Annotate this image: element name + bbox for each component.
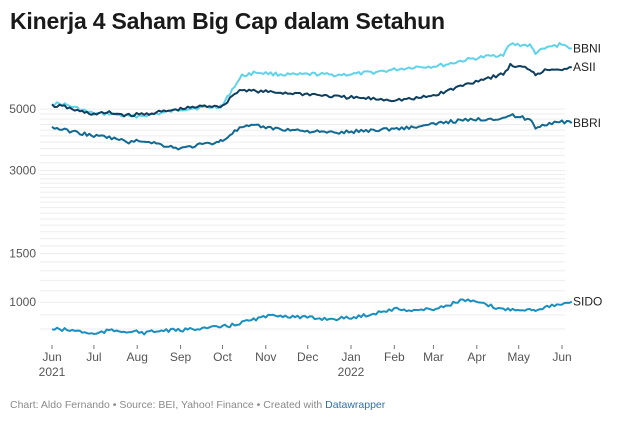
series-label-bbni: BBNI — [573, 41, 601, 55]
x-tick-year-label: 2021 — [39, 365, 66, 379]
x-tick-label: May — [507, 350, 530, 364]
grid-lines — [40, 108, 565, 330]
series-labels: BBNI ASII BBRI SIDO — [573, 41, 602, 308]
series-line-sido — [51, 298, 573, 336]
x-tick-label: Feb — [384, 350, 405, 364]
x-tick-year-label: 2022 — [338, 365, 365, 379]
series-label-asii: ASII — [573, 60, 596, 74]
chart-footer: Chart: Aldo Fernando • Source: BEI, Yaho… — [10, 399, 385, 411]
footer-credit: Chart: Aldo Fernando • Source: BEI, Yaho… — [10, 399, 326, 411]
x-tick-label: Jun — [42, 350, 61, 364]
datawrapper-link[interactable]: Datawrapper — [325, 399, 386, 411]
series-line-bbni — [51, 42, 572, 119]
x-tick-label: Apr — [467, 350, 486, 364]
x-tick-label: Oct — [213, 350, 232, 364]
series-line-bbri — [51, 113, 573, 151]
series-lines — [51, 42, 573, 336]
y-tick-label: 3000 — [9, 163, 36, 177]
y-tick-label: 5000 — [9, 102, 36, 116]
x-tick-label: Mar — [423, 350, 444, 364]
x-tick-label: Dec — [297, 350, 318, 364]
series-label-bbri: BBRI — [573, 116, 601, 130]
x-tick-label: Aug — [127, 350, 148, 364]
y-tick-label: 1500 — [9, 247, 36, 261]
x-tick-label: Jan — [341, 350, 360, 364]
x-tick-label: Sep — [170, 350, 192, 364]
y-tick-labels: 5000 3000 1500 1000 — [9, 102, 36, 309]
series-line-asii — [51, 62, 572, 118]
x-tick-label: Nov — [255, 350, 276, 364]
x-tick-label: Jul — [86, 350, 101, 364]
series-label-sido: SIDO — [573, 295, 602, 309]
x-tick-label: Jun — [552, 350, 571, 364]
y-tick-label: 1000 — [9, 295, 36, 309]
chart-title: Kinerja 4 Saham Big Cap dalam Setahun — [10, 8, 445, 34]
